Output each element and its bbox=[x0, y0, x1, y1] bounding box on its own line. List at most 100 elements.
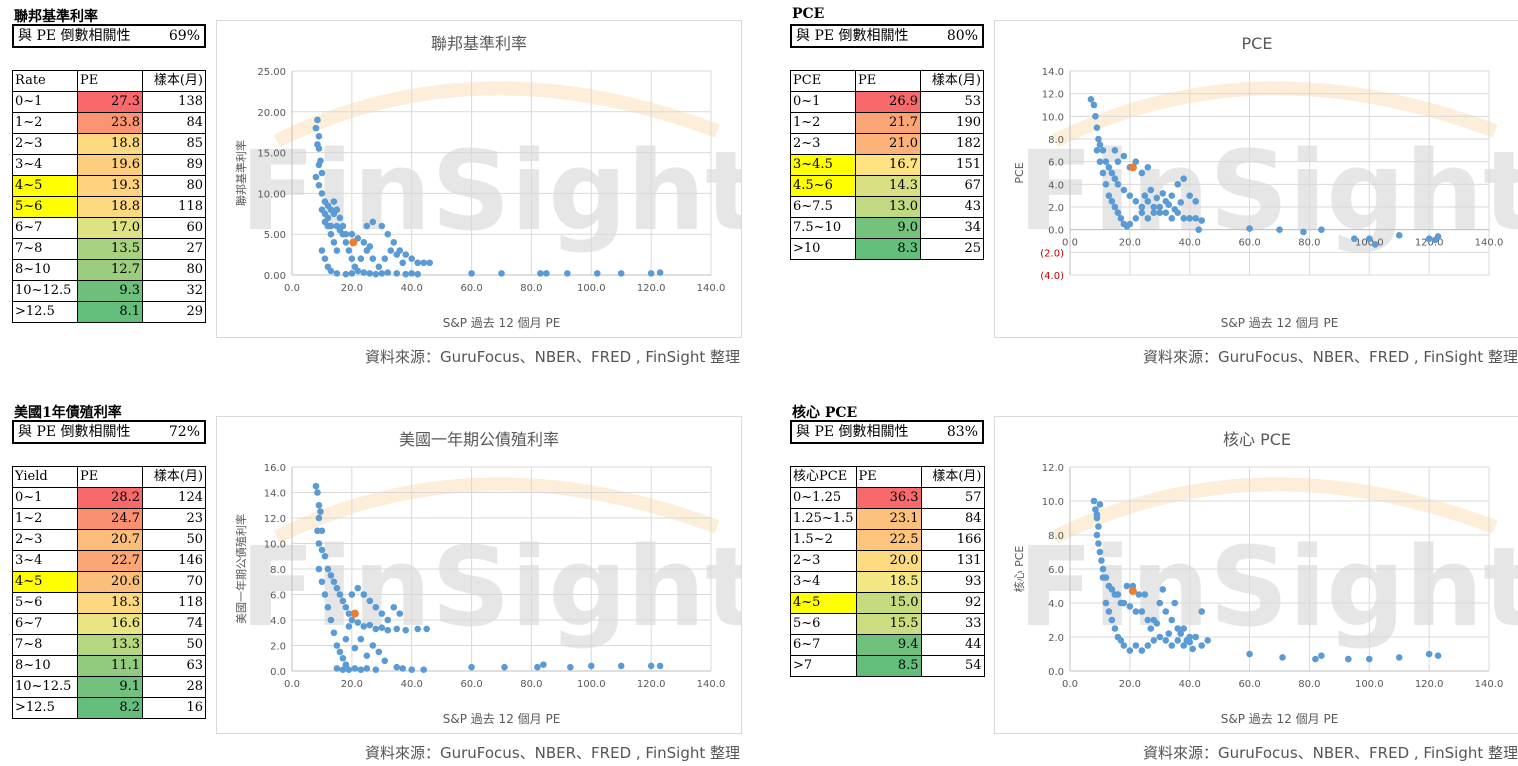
range-cell: 1.5~2 bbox=[790, 529, 857, 551]
y-tick-label: 6.0 bbox=[1048, 565, 1064, 576]
data-point bbox=[1095, 135, 1102, 143]
sample-count-cell: 118 bbox=[142, 592, 206, 614]
data-point bbox=[327, 572, 335, 579]
correlation-label: 與 PE 倒數相關性 bbox=[18, 28, 131, 44]
current-point bbox=[350, 609, 359, 618]
data-point bbox=[339, 654, 347, 662]
table-row: 5~6 15.5 33 bbox=[790, 613, 985, 635]
source-note: 資料來源：GuruFocus、NBER、FRED , FinSight 整理 bbox=[364, 348, 740, 366]
correlation-label: 與 PE 倒數相關性 bbox=[796, 424, 909, 440]
x-tick-label: 40.0 bbox=[401, 283, 423, 294]
data-point bbox=[1102, 158, 1110, 165]
data-point bbox=[1141, 192, 1149, 199]
x-tick-label: 0.0 bbox=[1062, 679, 1078, 690]
data-point bbox=[1114, 209, 1122, 216]
x-tick-label: 140.0 bbox=[697, 679, 726, 690]
data-point bbox=[315, 514, 323, 522]
table-row: 7~8 13.5 27 bbox=[12, 238, 206, 260]
data-point bbox=[360, 623, 368, 630]
data-point bbox=[363, 222, 371, 230]
pe-cell: 12.7 bbox=[77, 259, 143, 281]
x-tick-label: 120.0 bbox=[637, 679, 666, 690]
data-point bbox=[1132, 198, 1140, 205]
table-header-cell: Yield bbox=[12, 466, 78, 488]
data-point bbox=[372, 625, 380, 633]
data-point bbox=[339, 666, 347, 674]
data-point bbox=[314, 141, 321, 148]
data-point bbox=[1126, 220, 1134, 228]
data-point bbox=[1096, 158, 1104, 165]
y-tick-label: 10.00 bbox=[257, 189, 286, 200]
range-cell: 7~8 bbox=[12, 238, 78, 260]
pe-cell: 21.0 bbox=[855, 133, 921, 155]
pe-cell: 18.8 bbox=[77, 196, 143, 218]
data-point bbox=[1153, 620, 1161, 627]
data-point bbox=[384, 230, 392, 238]
data-point bbox=[357, 635, 365, 643]
pe-cell: 22.7 bbox=[77, 550, 143, 572]
source-note: 資料來源：GuruFocus、NBER、FRED , FinSight 整理 bbox=[364, 744, 740, 762]
sample-count-cell: 34 bbox=[920, 217, 984, 239]
data-point bbox=[1098, 557, 1105, 564]
data-point bbox=[330, 198, 338, 205]
watermark-arc bbox=[1051, 81, 1498, 148]
y-tick-label: 14.0 bbox=[264, 489, 286, 500]
table-row: 3~4 19.6 89 bbox=[12, 154, 206, 176]
data-point bbox=[372, 270, 380, 278]
panel-fed-rate: 聯邦基準利率 與 PE 倒數相關性 69% Rate PE 樣本(月) 0~1 27.3… bbox=[12, 9, 742, 370]
table-row: 7~8 13.3 50 bbox=[12, 634, 206, 656]
data-point bbox=[1111, 147, 1119, 154]
data-point bbox=[1192, 633, 1199, 641]
data-point bbox=[351, 665, 359, 672]
sample-count-cell: 50 bbox=[142, 529, 206, 551]
x-tick-label: 40.0 bbox=[1179, 238, 1201, 249]
x-axis-label: S&P 過去 12 個月 PE bbox=[443, 712, 561, 726]
data-point bbox=[378, 222, 386, 230]
x-tick-label: 120.0 bbox=[1415, 238, 1444, 249]
table-header-row: 核心PCE PE 樣本(月) bbox=[790, 466, 985, 488]
data-point bbox=[342, 239, 350, 246]
data-point bbox=[1144, 642, 1152, 649]
data-point bbox=[351, 263, 359, 271]
data-point bbox=[656, 662, 664, 670]
y-tick-label: 15.00 bbox=[257, 149, 286, 160]
data-point bbox=[318, 190, 326, 197]
data-point bbox=[1371, 241, 1379, 248]
data-point bbox=[393, 625, 401, 633]
data-point bbox=[1168, 215, 1176, 222]
range-cell: 3~4 bbox=[12, 154, 78, 176]
data-point bbox=[1108, 616, 1116, 624]
x-tick-label: 60.0 bbox=[460, 679, 482, 690]
table-header-cell: 樣本(月) bbox=[920, 70, 984, 92]
data-point bbox=[1156, 633, 1164, 641]
x-tick-label: 80.0 bbox=[1298, 238, 1320, 249]
pe-cell: 20.0 bbox=[855, 550, 922, 572]
table-header-cell: 樣本(月) bbox=[142, 70, 206, 92]
y-tick-label: 8.0 bbox=[270, 565, 286, 576]
y-tick-label: 25.00 bbox=[257, 67, 286, 78]
data-point bbox=[564, 270, 571, 277]
data-point bbox=[1276, 226, 1283, 233]
data-point bbox=[1090, 101, 1098, 109]
chart-title: 核心 PCE bbox=[1223, 430, 1291, 449]
range-cell: 6~7.5 bbox=[790, 196, 856, 218]
data-point bbox=[348, 591, 356, 598]
data-point bbox=[366, 270, 374, 277]
scatter-svg: FinSightPCE(4.0)(2.0)0.02.04.06.08.010.0… bbox=[1013, 34, 1518, 330]
sample-count-cell: 53 bbox=[920, 91, 984, 113]
y-tick-label: 2.0 bbox=[1048, 633, 1064, 644]
data-point bbox=[345, 247, 353, 254]
data-point bbox=[357, 666, 365, 674]
range-cell: >12.5 bbox=[12, 301, 78, 323]
data-point bbox=[378, 610, 386, 617]
data-point bbox=[1198, 642, 1205, 649]
data-point bbox=[1365, 655, 1373, 663]
range-cell: 6~7 bbox=[12, 613, 78, 635]
table-row: 3~4 22.7 146 bbox=[12, 550, 206, 572]
table-row: 10~12.5 9.1 28 bbox=[12, 676, 206, 698]
y-tick-label: (2.0) bbox=[1040, 248, 1064, 259]
correlation-box: 與 PE 倒數相關性 69% bbox=[12, 24, 206, 48]
y-tick-label: (4.0) bbox=[1040, 271, 1064, 282]
sample-count-cell: 80 bbox=[142, 259, 206, 281]
data-point bbox=[363, 665, 371, 672]
